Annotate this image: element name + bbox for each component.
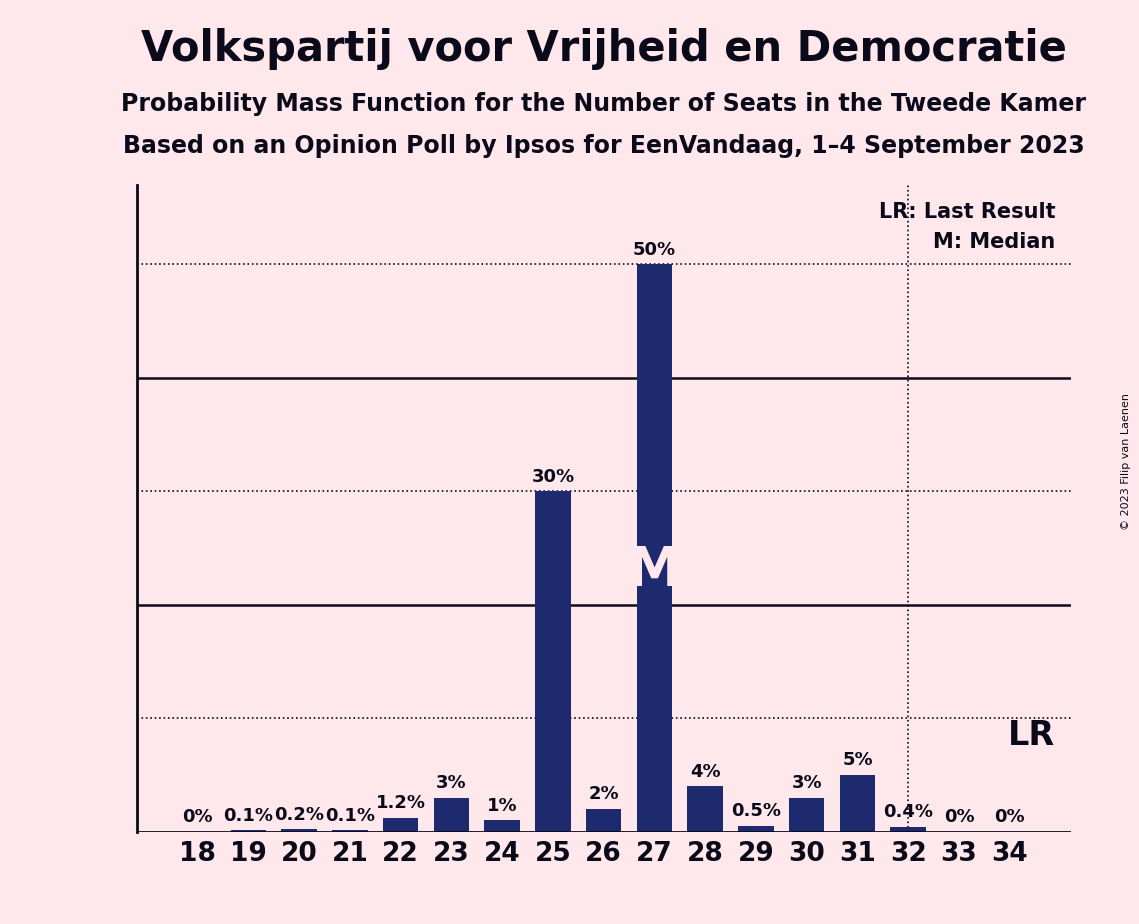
Text: 5%: 5%: [842, 751, 872, 769]
Text: LR: Last Result: LR: Last Result: [879, 201, 1056, 222]
Text: 3%: 3%: [792, 774, 822, 792]
Bar: [839, 775, 875, 832]
Text: M: M: [626, 543, 682, 598]
Bar: [383, 818, 418, 832]
Text: 0%: 0%: [994, 808, 1025, 826]
Text: 50%: 50%: [633, 240, 675, 259]
Text: M: Median: M: Median: [933, 233, 1056, 252]
Bar: [585, 808, 622, 832]
Text: 0%: 0%: [944, 808, 974, 826]
Text: 0.2%: 0.2%: [274, 806, 325, 823]
Text: LR: LR: [1008, 719, 1056, 751]
Text: 2%: 2%: [589, 785, 618, 803]
Text: 3%: 3%: [436, 774, 467, 792]
Text: 0.1%: 0.1%: [325, 807, 375, 825]
Bar: [230, 831, 267, 832]
Bar: [434, 797, 469, 832]
Text: Volkspartij voor Vrijheid en Democratie: Volkspartij voor Vrijheid en Democratie: [141, 28, 1066, 69]
Bar: [637, 264, 672, 832]
Text: Based on an Opinion Poll by Ipsos for EenVandaag, 1–4 September 2023: Based on an Opinion Poll by Ipsos for Ee…: [123, 134, 1084, 158]
Bar: [484, 821, 519, 832]
Bar: [891, 827, 926, 832]
Text: 4%: 4%: [690, 762, 721, 781]
Bar: [688, 786, 723, 832]
Bar: [281, 830, 317, 832]
Bar: [535, 492, 571, 832]
Text: 1%: 1%: [486, 796, 517, 815]
Text: © 2023 Filip van Laenen: © 2023 Filip van Laenen: [1121, 394, 1131, 530]
Text: 0.1%: 0.1%: [223, 807, 273, 825]
Bar: [789, 797, 825, 832]
Text: Probability Mass Function for the Number of Seats in the Tweede Kamer: Probability Mass Function for the Number…: [121, 92, 1087, 116]
Bar: [333, 831, 368, 832]
Text: 0%: 0%: [182, 808, 213, 826]
Bar: [738, 826, 773, 832]
Text: 0.5%: 0.5%: [731, 802, 781, 821]
Text: 0.4%: 0.4%: [883, 803, 933, 821]
Text: 1.2%: 1.2%: [376, 795, 426, 812]
Text: 30%: 30%: [532, 468, 574, 485]
